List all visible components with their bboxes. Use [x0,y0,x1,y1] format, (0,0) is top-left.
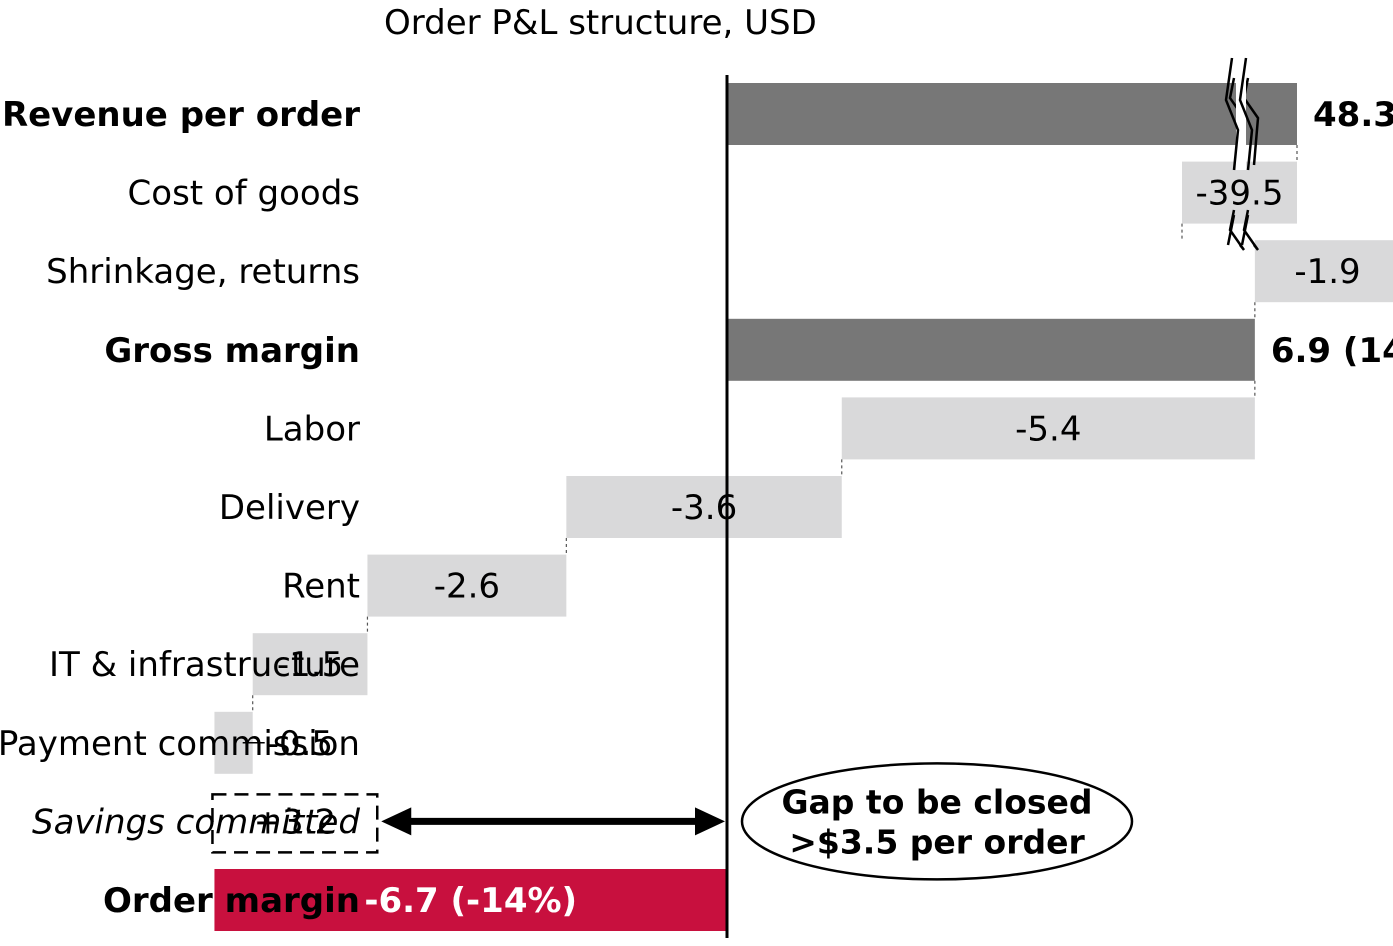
bar-shrinkage-returns [1254,240,1393,303]
category-label-savings-committed: Savings committed [32,802,360,842]
category-label-order-margin: Order margin [103,881,360,921]
value-label-order-margin: -6.7 (-14%) [364,881,577,921]
value-label-shrinkage-returns: -1.9 [1294,252,1360,292]
category-label-delivery: Delivery [219,488,360,528]
axis-break-line [1240,214,1250,246]
category-label-rent: Rent [282,567,360,607]
category-label-cost-of-goods: Cost of goods [128,174,360,214]
bar-cost-of-goods [1182,161,1297,224]
labels-layer: Revenue per order 48.3 Cost of goods -39.5 S… [0,95,1393,921]
value-label-it-infrastructure: -1.5 [277,645,343,685]
category-label-it-infrastructure: IT & infrastructure [49,645,360,685]
bar-gross-margin [727,318,1255,381]
axis-break-line [1226,214,1236,246]
category-label-payment-commission: Payment commission [0,724,360,764]
category-label-revenue-per-order: Revenue per order [2,95,360,135]
bar-delivery [566,476,842,538]
value-label-savings-committed: +3.2 [254,802,337,842]
category-label-gross-margin: Gross margin [104,331,360,371]
category-label-shrinkage-returns: Shrinkage, returns [46,252,360,292]
bar-labor [841,397,1255,460]
value-label-labor: -5.4 [1015,409,1081,449]
bar-revenue-per-order [727,83,1297,145]
value-label-gross-margin: 6.9 (14%) [1271,331,1393,371]
chart-title: Order P&L structure, USD [384,3,817,43]
gap-callout-line-2: >$3.5 per order [789,822,1085,861]
gap-arrow-head-right [695,807,725,836]
axis-break-gap [1236,80,1246,170]
gap-callout-ellipse [740,762,1134,881]
gap-arrow-head-left [381,807,412,836]
value-label-rent: -2.6 [434,567,500,607]
value-label-payment-commission: -0.5 [267,724,333,764]
bar-it-infrastructure [252,633,368,696]
value-label-cost-of-goods: -39.5 [1196,174,1284,214]
category-label-labor: Labor [264,409,360,449]
axis-break-line [1238,57,1254,171]
gap-callout-line-1: Gap to be closed [781,782,1092,821]
value-label-revenue-per-order: 48.3 [1313,95,1393,135]
bar-rent [367,554,567,617]
annotation-layer: Gap to be closed>$3.5 per order [381,57,1260,881]
bars-layer [211,83,1393,931]
bar-order-margin [214,869,727,931]
axis-break-line [1224,57,1240,171]
